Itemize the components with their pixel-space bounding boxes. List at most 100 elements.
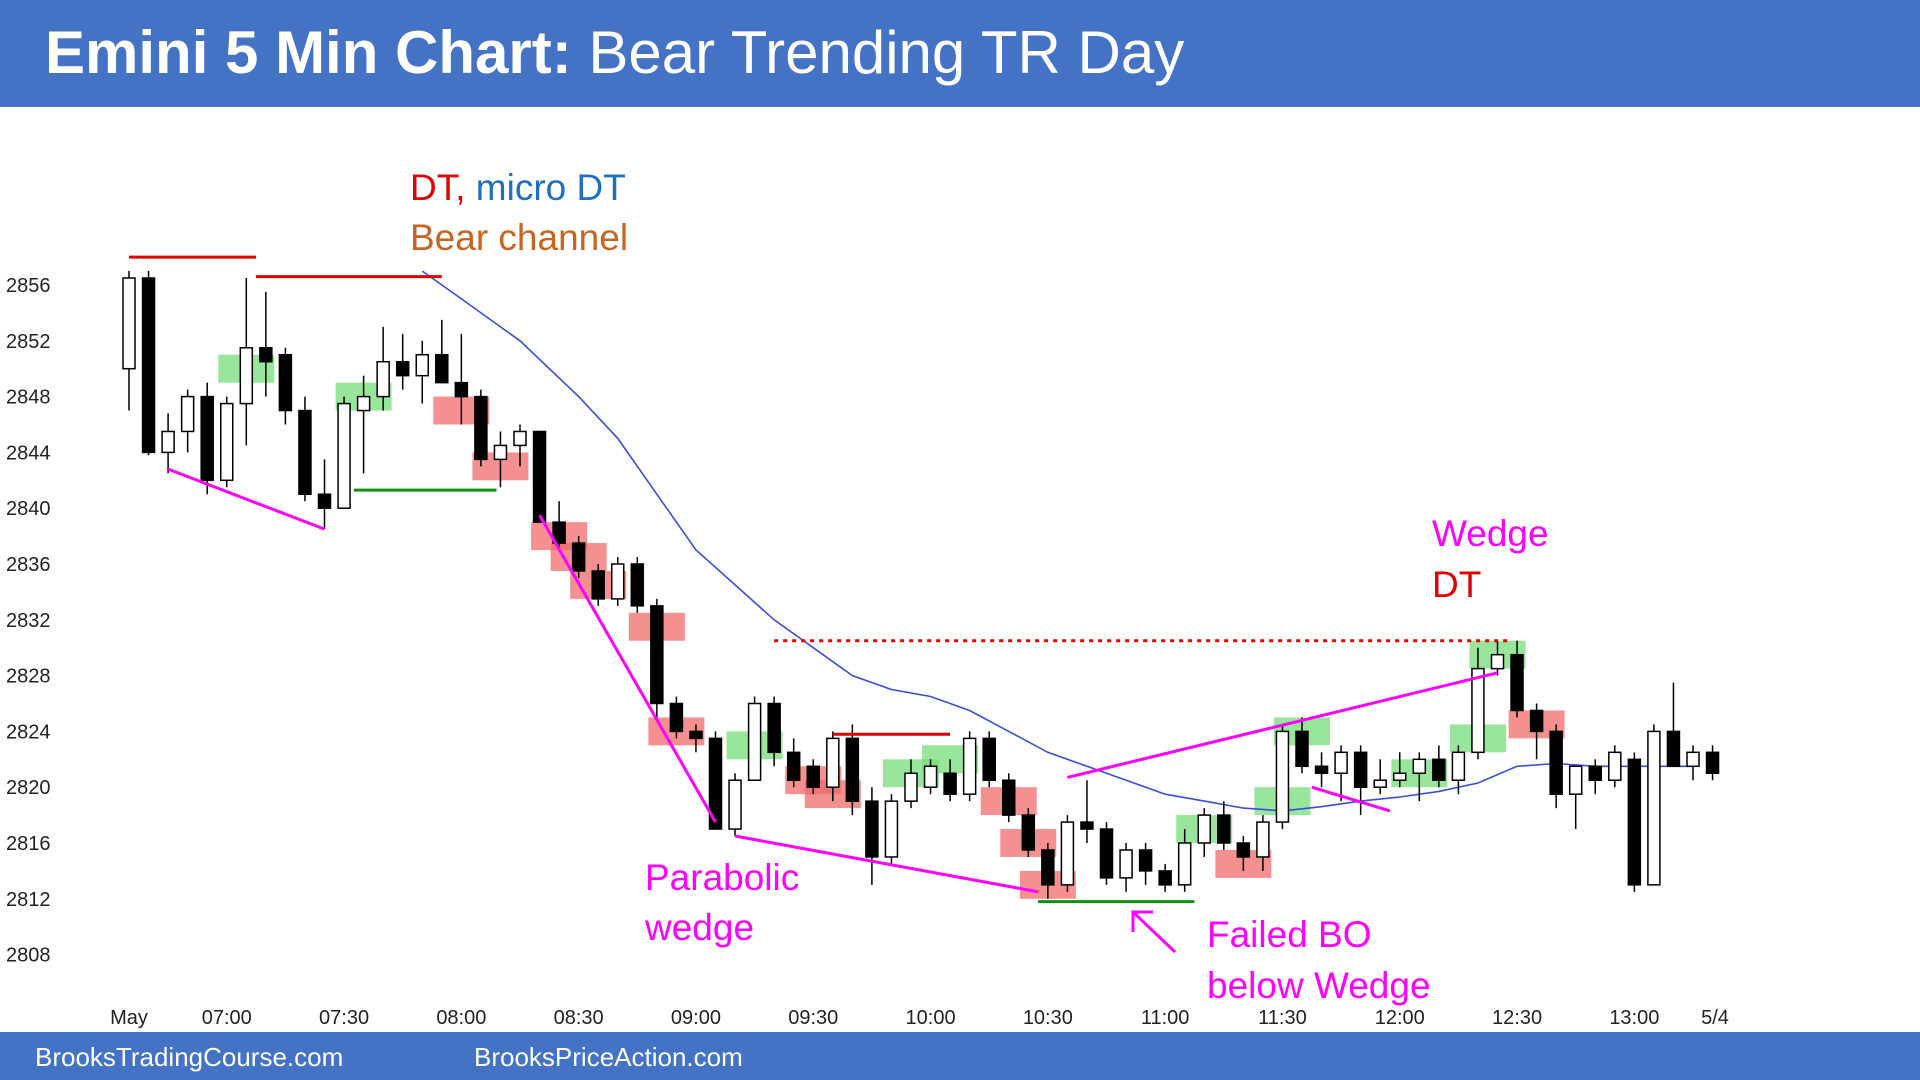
failed-bo-arrow: [1131, 910, 1177, 954]
candle-45: [1002, 773, 1016, 823]
candle-26: [630, 557, 645, 613]
annotation-failed-bo: Failed BO: [1207, 914, 1372, 955]
candle-body-bull: [611, 563, 625, 600]
candle-body-bear: [845, 737, 860, 802]
annotation-dt: DT,: [410, 167, 466, 208]
candle-52: [1138, 843, 1153, 885]
candle-22: [552, 501, 566, 551]
candle-body-bull: [826, 737, 840, 788]
candle-body-bear: [689, 730, 703, 740]
candle-14: [395, 333, 410, 390]
candle-81: [1705, 745, 1720, 781]
chart-title-rest: Bear Trending TR Day: [571, 19, 1185, 86]
candle-body-bull: [122, 277, 136, 370]
candle-16: [435, 319, 449, 384]
candle-body-bear: [630, 563, 645, 607]
candle-66: [1412, 752, 1427, 802]
annotation-micro-dt: micro DT: [466, 167, 626, 208]
y-tick-label: 2836: [6, 554, 51, 576]
candle-body-bear: [1314, 765, 1329, 775]
candle-body-bull: [161, 430, 175, 454]
candle-44: [982, 731, 996, 788]
candle-32: [747, 696, 762, 781]
candle-9: [298, 396, 312, 502]
candle-75: [1588, 759, 1602, 795]
candle-70: [1490, 640, 1505, 676]
x-tick-label: 12:00: [1375, 1007, 1425, 1029]
candle-68: [1451, 745, 1466, 795]
candle-body-bull: [904, 772, 918, 802]
candle-46: [1021, 808, 1036, 857]
candle-8: [278, 347, 293, 425]
candle-10: [317, 459, 332, 530]
candle-body-bull: [513, 430, 527, 447]
line-wedge-lower: [734, 834, 1039, 894]
candle-51: [1119, 843, 1133, 892]
candle-body-bear: [1549, 730, 1563, 795]
candle-body-bear: [1295, 730, 1309, 768]
candle-42: [943, 759, 957, 802]
y-tick-label: 2832: [6, 610, 51, 632]
candle-38: [865, 787, 879, 885]
y-tick-label: 2816: [6, 833, 51, 855]
candle-body-bull: [923, 765, 938, 788]
annotation-wedge-word: wedge: [644, 907, 754, 948]
y-axis: 2808 2812 2816 2820 2824 2828 2832 2836 2840 2844…: [6, 275, 51, 967]
candle-13: [376, 326, 390, 411]
candle-body-bear: [532, 430, 547, 523]
candle-body-bear: [298, 409, 312, 495]
candle-body-bear: [982, 737, 996, 781]
candle-53: [1158, 863, 1172, 892]
line-parabolic-channel: [538, 514, 717, 823]
candle-body-bear: [806, 765, 820, 788]
y-tick-label: 2824: [6, 721, 51, 743]
x-tick-label: 09:00: [671, 1007, 721, 1029]
candle-body-bear: [1666, 730, 1681, 768]
candle-body-bear: [1099, 828, 1114, 879]
candle-body-bear: [1705, 751, 1720, 775]
candle-body-bear: [1588, 765, 1602, 781]
candle-body-bull: [728, 779, 742, 830]
candle-72: [1529, 703, 1544, 760]
annotation-wedge-dt: DT: [1432, 564, 1481, 605]
line-wedge-upper: [1067, 671, 1498, 779]
candle-body-bear: [1138, 849, 1153, 872]
candle-body-bull: [747, 702, 762, 781]
y-tick-label: 2840: [6, 498, 51, 520]
candle-78: [1647, 724, 1661, 886]
candle-body-bull: [1393, 772, 1407, 781]
candle-7: [259, 291, 273, 397]
candle-body-bull: [1177, 842, 1192, 886]
candle-body-bull: [1373, 779, 1387, 788]
y-tick-label: 2820: [6, 777, 51, 799]
candle-body-bear: [650, 605, 664, 705]
x-tick-label: 11:30: [1258, 1007, 1307, 1029]
annotation-lines-layer: [129, 255, 1508, 904]
candle-body-bear: [141, 277, 156, 454]
x-axis: May 07:00 07:30 08:00 08:30 09:00 09:30 10:00 10…: [110, 1007, 1729, 1029]
candlestick-chart: 2808 2812 2816 2820 2824 2828 2832 2836 2840 2844…: [6, 167, 1729, 1029]
candle-29: [689, 724, 703, 753]
candle-body-bear: [454, 381, 469, 398]
footer-left-link[interactable]: BrooksTradingCourse.com: [35, 1042, 344, 1072]
candle-body-bull: [1256, 821, 1270, 858]
candle-body-bear: [943, 772, 957, 795]
footer-right-link[interactable]: BrooksPriceAction.com: [474, 1042, 743, 1072]
y-tick-label: 2856: [6, 275, 51, 297]
candle-body-bull: [376, 360, 390, 398]
ema-line: [421, 270, 1693, 812]
candle-20: [513, 424, 527, 467]
x-tick-label: 07:30: [319, 1007, 369, 1029]
x-tick-label: 5/4: [1701, 1007, 1729, 1029]
candle-body-bear: [395, 360, 410, 377]
candle-body-bull: [1608, 751, 1622, 781]
candle-0: [122, 271, 136, 411]
candle-1: [141, 271, 156, 456]
x-tick-label: 07:00: [202, 1007, 252, 1029]
candle-body-bear: [571, 542, 586, 572]
candle-36: [826, 731, 840, 802]
y-tick-label: 2844: [6, 442, 51, 464]
candle-65: [1393, 752, 1407, 788]
candle-35: [806, 759, 820, 795]
candle-6: [239, 278, 254, 446]
